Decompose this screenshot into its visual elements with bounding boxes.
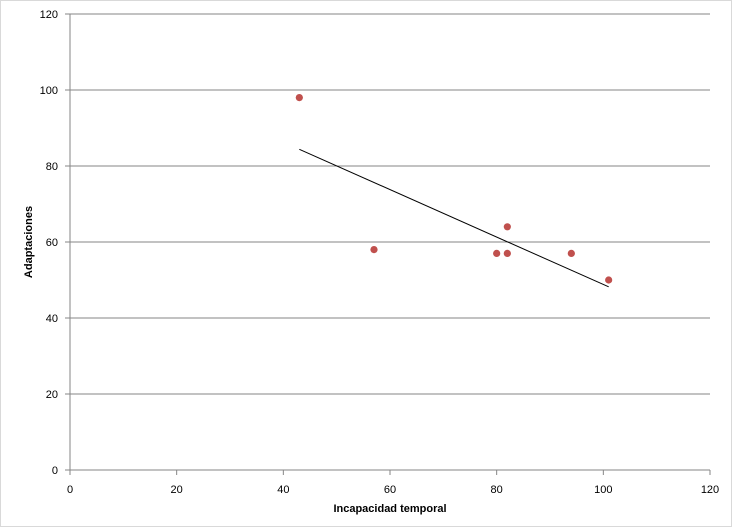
- x-axis-title: Incapacidad temporal: [333, 503, 446, 515]
- data-point: [370, 246, 378, 254]
- y-tick-label: 80: [46, 161, 58, 173]
- y-tick-label: 20: [46, 389, 58, 401]
- trendline: [299, 148, 609, 288]
- data-point: [295, 94, 303, 102]
- y-tick-label: 120: [40, 9, 58, 21]
- data-point: [567, 249, 575, 257]
- x-tick-label: 20: [171, 484, 183, 496]
- y-tick-label: 40: [46, 313, 58, 325]
- y-axis-title: Adaptaciones: [23, 206, 35, 278]
- x-tick-label: 100: [594, 484, 612, 496]
- data-point: [605, 276, 613, 284]
- y-tick-label: 100: [40, 85, 58, 97]
- data-point: [503, 223, 511, 231]
- x-tick-label: 80: [491, 484, 503, 496]
- gridlines: [65, 13, 710, 471]
- data-point: [503, 249, 511, 257]
- y-tick-label: 60: [46, 237, 58, 249]
- x-tick-label: 0: [67, 484, 73, 496]
- data-point: [493, 249, 501, 257]
- x-tick-label: 40: [277, 484, 289, 496]
- x-tick-label: 60: [384, 484, 396, 496]
- x-tick-label: 120: [701, 484, 719, 496]
- axes: [69, 14, 711, 475]
- trendline-layer: [299, 148, 609, 288]
- data-points: [295, 94, 613, 284]
- y-tick-label: 0: [52, 465, 58, 477]
- tick-labels: 0 20 40 60 80 100 120 0 20 40 60 80 100 120: [40, 9, 720, 496]
